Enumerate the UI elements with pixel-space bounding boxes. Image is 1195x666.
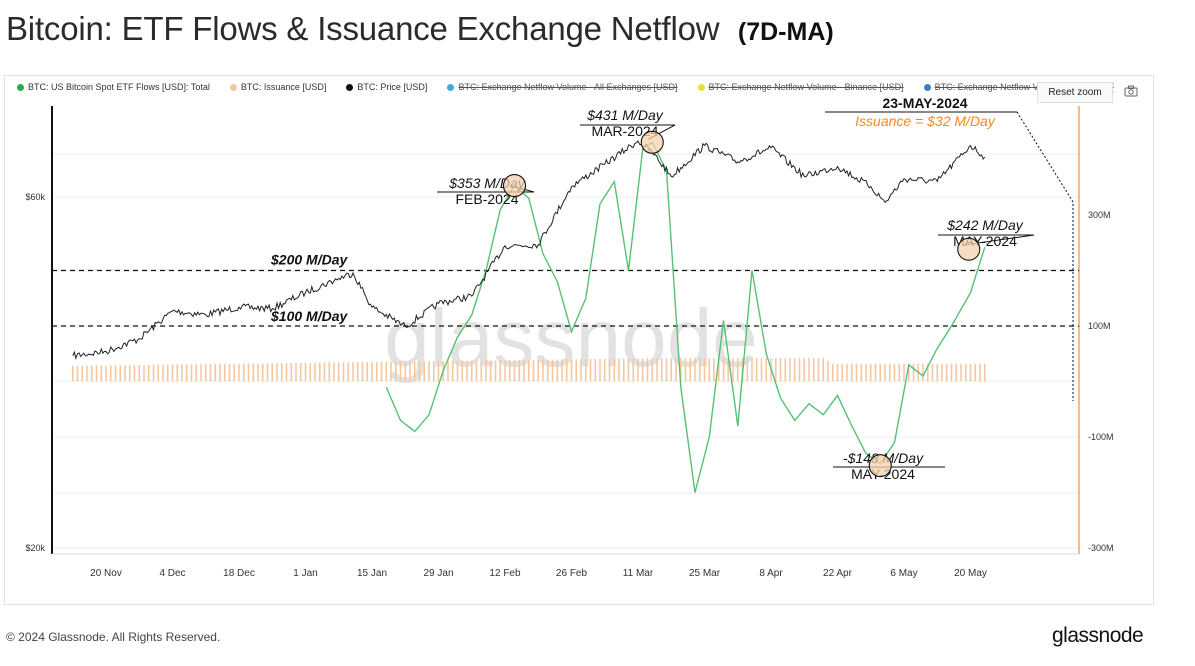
y-right-tick-label: 100M [1088,321,1111,331]
x-tick-label: 6 May [890,568,917,579]
legend-item[interactable]: BTC: Exchange Netflow Volume - Coinbase … [923,82,1114,92]
camera-icon[interactable] [1124,85,1138,97]
annotation-may-pos-value: $242 M/Day [946,217,1023,233]
x-tick-label: 29 Jan [423,568,453,579]
x-tick-label: 20 May [954,568,987,579]
highlight-note: Issuance = $32 M/Day [855,113,996,129]
brand-logo: glassnode [1052,624,1144,647]
annotation-marker [957,237,981,261]
legend-marker [229,84,237,92]
legend-label: BTC: Exchange Netflow Volume - Coinbase … [934,82,1114,92]
copyright-footer: © 2024 Glassnode. All Rights Reserved. [6,630,221,644]
y-right-tick-label: -300M [1088,543,1114,553]
legend-item[interactable]: BTC: Issuance [USD] [229,82,327,92]
legend-marker [923,84,931,92]
legend-item[interactable]: BTC: Exchange Netflow Volume - Binance [… [697,82,904,92]
legend-label: BTC: US Bitcoin Spot ETF Flows [USD]: To… [28,82,210,92]
legend-item[interactable]: BTC: US Bitcoin Spot ETF Flows [USD]: To… [17,82,210,92]
x-tick-label: 8 Apr [759,568,783,579]
legend-label: BTC: Price [USD] [357,82,428,92]
legend-item[interactable]: BTC: Exchange Netflow Volume - All Excha… [447,82,678,92]
legend-item[interactable]: BTC: Price [USD] [346,82,427,92]
annotation-marker [502,174,527,198]
x-tick-label: 18 Dec [223,568,255,579]
legend-marker [17,84,24,92]
price-line [72,140,986,361]
x-tick-label: 15 Jan [357,568,387,579]
annotation-feb-period: FEB-2024 [455,191,518,207]
x-tick-label: 20 Nov [90,568,122,579]
sub-title: (7D-MA) [737,18,834,46]
annotation-mar-period: MAR-2024 [592,123,659,139]
legend-label: BTC: Exchange Netflow Volume - All Excha… [458,82,678,92]
legend-label: BTC: Issuance [USD] [240,82,327,92]
reference-line-label: $200 M/Day [270,252,348,268]
chart-legend: BTC: US Bitcoin Spot ETF Flows [USD]: To… [17,82,1134,92]
reference-line-label: $100 M/Day [270,308,348,324]
x-tick-label: 12 Feb [489,568,521,579]
legend-label: BTC: Exchange Netflow Volume - Binance [… [708,82,904,92]
y-left-tick-label: $20k [25,543,45,553]
y-right-tick-label: -100M [1088,432,1114,442]
x-tick-label: 11 Mar [623,568,654,579]
x-tick-label: 1 Jan [293,568,317,579]
main-title: Bitcoin: ETF Flows & Issuance Exchange N… [6,10,720,47]
chart-title: Bitcoin: ETF Flows & Issuance Exchange N… [6,10,834,56]
annotation-marker [640,130,664,154]
y-right-tick-label: 300M [1088,210,1111,220]
highlight-date: 23-MAY-2024 [882,95,967,111]
x-tick-label: 22 Apr [823,568,853,579]
legend-marker [447,84,455,92]
annotation-mar-value: $431 M/Day [586,107,663,123]
chart-panel: glassnode 20 Nov 4 Dec 18 Dec 1 Jan 15 Jan 29 … [4,75,1154,605]
y-left-tick-label: $60k [25,192,45,202]
legend-marker [697,84,705,92]
annotation-leader [938,234,1035,246]
x-tick-label: 25 Mar [689,568,721,579]
annotation-marker [868,454,892,478]
x-tick-label: 26 Feb [556,568,588,579]
legend-marker [346,84,354,92]
reset-zoom-button[interactable]: Reset zoom [1037,82,1113,103]
highlight-leader [1016,111,1074,401]
x-tick-label: 4 Dec [159,568,185,579]
